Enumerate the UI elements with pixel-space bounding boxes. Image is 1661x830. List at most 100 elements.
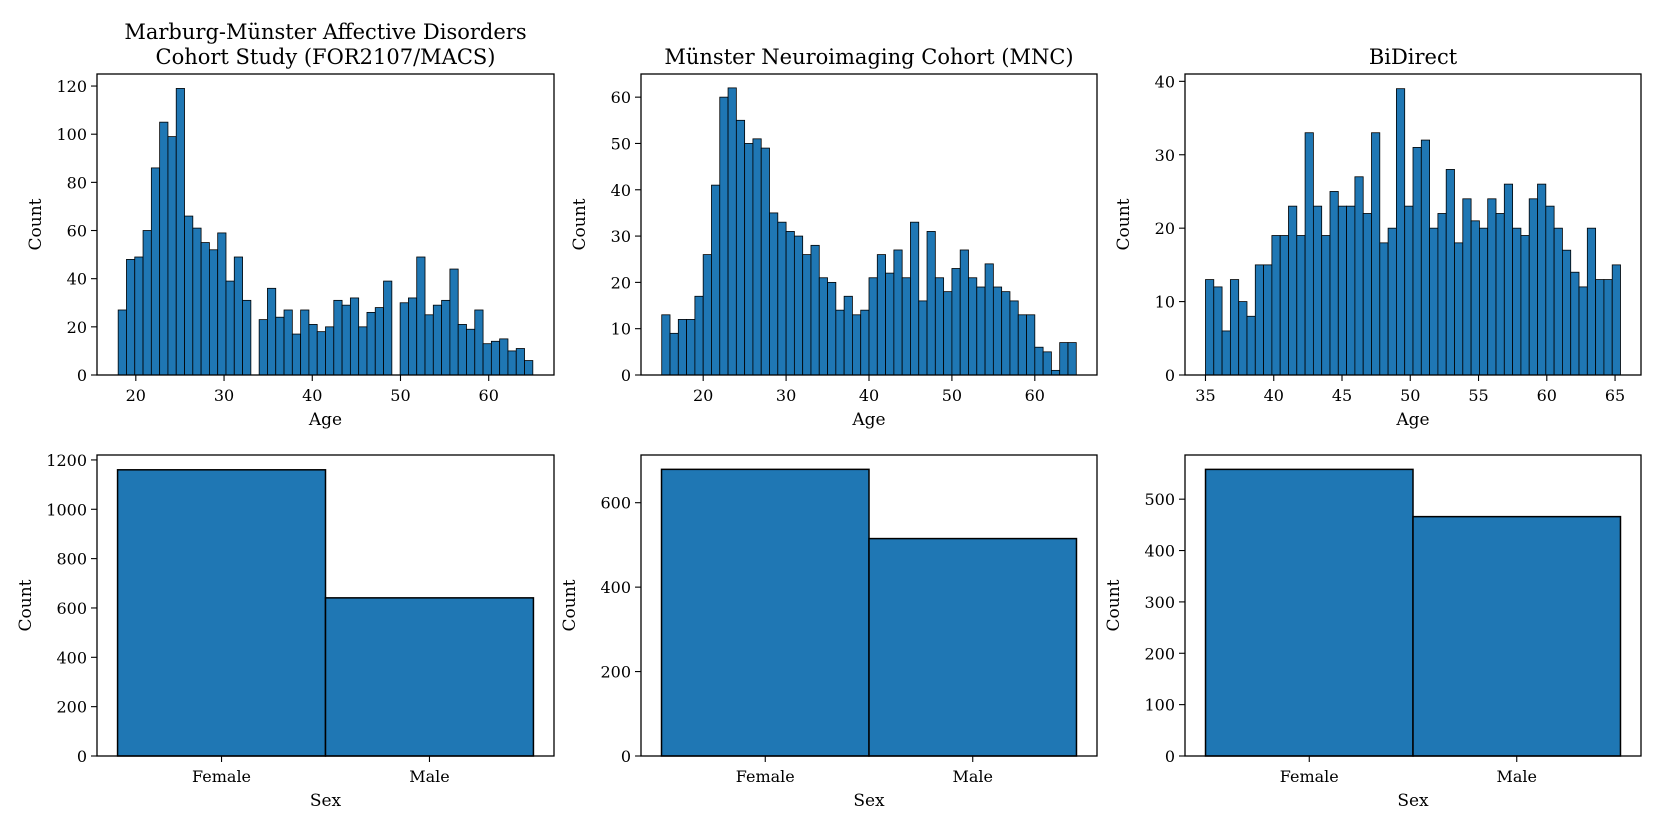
y-tick-label: 0	[77, 747, 87, 766]
histogram-bar	[677, 319, 687, 376]
histogram-bar	[1321, 235, 1331, 376]
histogram-bar	[134, 256, 144, 376]
histogram-bar	[275, 316, 285, 376]
histogram-bar	[457, 324, 467, 376]
y-tick-label: 1000	[46, 500, 87, 519]
histogram-bar	[316, 331, 326, 376]
histogram-bar	[233, 256, 243, 376]
histogram-bar	[466, 328, 476, 376]
histogram-bar	[992, 286, 1003, 376]
y-tick-label: 120	[56, 77, 87, 96]
x-tick-label: Male	[952, 767, 993, 786]
histogram-bar	[515, 348, 525, 376]
histogram-bar	[1001, 291, 1011, 376]
histogram-bar	[1329, 191, 1339, 376]
y-tick-label: 1200	[46, 451, 87, 470]
histogram-bar	[1067, 342, 1077, 376]
bars	[1204, 468, 1622, 757]
y-tick-label: 0	[77, 366, 87, 385]
histogram-bar	[868, 277, 878, 376]
axes-frame	[96, 454, 555, 757]
histogram-bar	[943, 291, 953, 376]
histogram-bar	[760, 147, 770, 376]
histogram-bar	[1595, 279, 1605, 376]
bar-female	[116, 469, 327, 757]
y-tick-label: 0	[1165, 747, 1175, 766]
bar-male	[868, 537, 1078, 757]
histogram-bar	[416, 256, 426, 376]
histogram-bar	[490, 340, 501, 376]
histogram-bar	[694, 295, 704, 376]
histogram-bar	[802, 254, 812, 376]
x-tick-label: 60	[1025, 386, 1045, 405]
y-tick-label: 100	[1144, 696, 1175, 715]
histogram-bar	[1362, 213, 1372, 376]
histogram-bar	[1470, 220, 1480, 376]
y-tick-label: 300	[1144, 593, 1175, 612]
histogram-bar	[951, 268, 961, 376]
x-tick-label: 40	[859, 386, 879, 405]
histogram-bar	[835, 309, 845, 376]
y-tick-label: 30	[611, 227, 631, 246]
x-axis-label: Age	[1395, 410, 1429, 430]
histogram-bar	[1271, 235, 1281, 376]
histogram-bar	[984, 263, 994, 376]
histogram-bar	[827, 281, 837, 376]
chart-title: Münster Neuroimaging Cohort (MNC)	[664, 45, 1073, 69]
histogram-bar	[308, 324, 318, 376]
x-axis-label: Sex	[310, 791, 342, 811]
histogram-bar	[366, 311, 376, 376]
histogram-bar	[432, 304, 443, 376]
histogram-bar	[1578, 286, 1588, 376]
x-tick-label: 35	[1195, 386, 1215, 405]
y-axis-label: Count	[26, 198, 46, 250]
histogram-bar	[482, 343, 492, 376]
histogram-bar	[1520, 235, 1530, 376]
histogram-bar	[325, 326, 335, 376]
bars	[117, 88, 534, 376]
y-tick-label: 40	[611, 181, 631, 200]
histogram-bar	[408, 297, 418, 376]
y-tick-label: 800	[56, 550, 87, 569]
histogram-bar	[507, 350, 517, 376]
histogram-bar	[192, 227, 202, 376]
histogram-bar	[441, 299, 451, 376]
y-tick-label: 30	[1155, 146, 1175, 165]
histogram-bar	[934, 277, 945, 376]
chart-title: Marburg-Münster Affective Disorders	[124, 20, 526, 44]
histogram-bar	[258, 319, 268, 376]
histogram-bar	[1026, 314, 1036, 376]
y-tick-label: 50	[611, 134, 631, 153]
x-tick-label: Female	[192, 767, 251, 786]
x-tick-label: 60	[1537, 386, 1557, 405]
histogram-bar	[843, 295, 853, 376]
bars	[661, 87, 1077, 376]
histogram-bar	[424, 314, 434, 376]
histogram-bar	[267, 287, 277, 376]
histogram-bar	[1437, 213, 1447, 376]
histogram-bar	[669, 332, 679, 376]
histogram-bar	[777, 221, 787, 376]
x-tick-label: 20	[126, 386, 146, 405]
histogram-bar	[1296, 235, 1306, 376]
histogram-bar	[217, 232, 227, 376]
x-axis-label: Sex	[853, 791, 885, 811]
chart-title: Cohort Study (FOR2107/MACS)	[156, 45, 496, 69]
histogram-bar	[785, 231, 795, 376]
subplot-5: 0 200 400 600 Female Male Sex Count	[560, 454, 1098, 811]
y-tick-label: 60	[67, 222, 87, 241]
x-tick-label: 20	[693, 386, 713, 405]
histogram-bar	[1238, 301, 1248, 376]
histogram-bar	[1404, 205, 1414, 376]
histogram-bar	[399, 302, 409, 376]
x-tick-label: 30	[776, 386, 796, 405]
histogram-bar	[876, 254, 886, 376]
bars	[660, 468, 1078, 757]
histogram-bar	[150, 167, 161, 376]
y-tick-label: 200	[1144, 644, 1175, 663]
histogram-bar	[1586, 227, 1597, 376]
histogram-bar	[1312, 205, 1323, 376]
y-tick-label: 0	[621, 366, 631, 385]
histogram-bar	[1042, 351, 1052, 376]
y-tick-label: 20	[611, 273, 631, 292]
